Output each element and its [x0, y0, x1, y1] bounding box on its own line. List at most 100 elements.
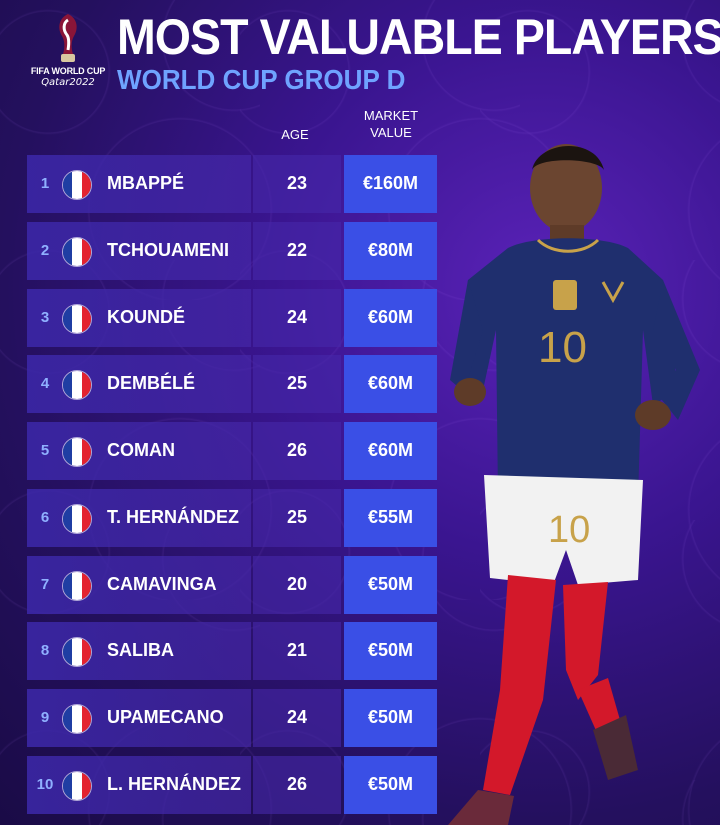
age-cell: 25: [253, 355, 341, 413]
age-cell: 24: [253, 289, 341, 347]
name-cell: 3 KOUNDÉ: [27, 289, 251, 347]
market-value-cell: €60M: [344, 355, 437, 413]
player-name: UPAMECANO: [107, 707, 224, 727]
table-row: 1 MBAPPÉ 23 €160M: [27, 155, 437, 213]
player-name: MBAPPÉ: [107, 173, 185, 193]
france-flag-icon: [62, 504, 92, 534]
table-row: 5 COMAN 26 €60M: [27, 422, 437, 480]
age-cell: 26: [253, 422, 341, 480]
name-cell: 1 MBAPPÉ: [27, 155, 251, 213]
rank-number: 5: [40, 442, 50, 459]
player-market-value: €50M: [367, 707, 414, 727]
table-row: 7 CAMAVINGA 20 €50M: [27, 556, 437, 614]
fifa-world-cup-logo: FIFA WORLD CUP Qatar2022: [28, 12, 108, 88]
rank-number: 8: [40, 642, 50, 659]
column-header-market-value: MARKET VALUE: [345, 107, 437, 141]
name-cell: 7 CAMAVINGA: [27, 556, 251, 614]
market-value-cell: €50M: [344, 556, 437, 614]
logo-text-fifa: FIFA WORLD CUP: [30, 66, 106, 76]
rank-number: 9: [40, 709, 50, 726]
name-cell: 5 COMAN: [27, 422, 251, 480]
rank-number: 7: [40, 576, 50, 593]
svg-text:10: 10: [548, 509, 590, 551]
market-value-cell: €50M: [344, 622, 437, 680]
france-flag-icon: [62, 170, 92, 200]
player-name: SALIBA: [107, 640, 174, 660]
rank-number: 6: [40, 509, 50, 526]
player-name: COMAN: [107, 440, 175, 460]
player-age: 23: [286, 173, 308, 193]
market-value-cell: €80M: [344, 222, 437, 280]
table-row: 3 KOUNDÉ 24 €60M: [27, 289, 437, 347]
svg-text:10: 10: [538, 323, 587, 372]
name-cell: 6 T. HERNÁNDEZ: [27, 489, 251, 547]
player-age: 25: [286, 373, 308, 393]
player-age: 20: [286, 574, 308, 594]
name-cell: 2 TCHOUAMENI: [27, 222, 251, 280]
france-flag-icon: [62, 370, 92, 400]
age-cell: 21: [253, 622, 341, 680]
table-row: 4 DEMBÉLÉ 25 €60M: [27, 355, 437, 413]
player-market-value: €60M: [367, 440, 414, 460]
market-value-cell: €160M: [344, 155, 437, 213]
player-name: TCHOUAMENI: [107, 240, 229, 260]
name-cell: 9 UPAMECANO: [27, 689, 251, 747]
column-header-age: AGE: [281, 127, 309, 142]
player-photo: 10 10: [448, 144, 700, 825]
age-cell: 20: [253, 556, 341, 614]
table-row: 8 SALIBA 21 €50M: [27, 622, 437, 680]
market-value-cell: €60M: [344, 289, 437, 347]
france-flag-icon: [62, 571, 92, 601]
market-value-cell: €50M: [344, 689, 437, 747]
age-cell: 26: [253, 756, 341, 814]
player-name: T. HERNÁNDEZ: [107, 507, 240, 527]
rank-number: 1: [40, 175, 50, 192]
column-header-market-line2: VALUE: [370, 125, 412, 140]
player-market-value: €60M: [367, 373, 414, 393]
market-value-cell: €50M: [344, 756, 437, 814]
player-name: KOUNDÉ: [107, 307, 186, 327]
player-age: 21: [286, 640, 308, 660]
player-market-value: €80M: [367, 240, 414, 260]
player-age: 22: [286, 240, 308, 260]
column-header-market-line1: MARKET: [363, 108, 419, 123]
player-market-value: €160M: [362, 173, 419, 193]
player-market-value: €50M: [367, 774, 414, 794]
france-flag-icon: [62, 637, 92, 667]
player-age: 24: [286, 707, 308, 727]
table-row: 10 L. HERNÁNDEZ 26 €50M: [27, 756, 437, 814]
player-market-value: €50M: [367, 574, 414, 594]
player-market-value: €60M: [367, 307, 414, 327]
name-cell: 8 SALIBA: [27, 622, 251, 680]
france-flag-icon: [62, 304, 92, 334]
page-title: MOST VALUABLE PLAYERS: [117, 9, 720, 65]
player-age: 26: [286, 440, 308, 460]
age-cell: 23: [253, 155, 341, 213]
france-flag-icon: [62, 237, 92, 267]
player-name: DEMBÉLÉ: [107, 373, 196, 393]
market-value-cell: €60M: [344, 422, 437, 480]
rank-number: 4: [40, 375, 50, 392]
world-cup-trophy-icon: [59, 14, 77, 62]
page-subtitle: WORLD CUP GROUP D: [117, 64, 406, 95]
rank-number: 3: [40, 309, 50, 326]
rank-number: 2: [40, 242, 50, 259]
market-value-cell: €55M: [344, 489, 437, 547]
rank-number: 10: [36, 776, 54, 793]
player-age: 26: [286, 774, 308, 794]
name-cell: 4 DEMBÉLÉ: [27, 355, 251, 413]
player-name: L. HERNÁNDEZ: [107, 774, 241, 794]
age-cell: 22: [253, 222, 341, 280]
name-cell: 10 L. HERNÁNDEZ: [27, 756, 251, 814]
table-row: 2 TCHOUAMENI 22 €80M: [27, 222, 437, 280]
logo-text-qatar: Qatar2022: [41, 77, 95, 88]
player-name: CAMAVINGA: [107, 574, 217, 594]
player-age: 24: [286, 307, 308, 327]
age-cell: 24: [253, 689, 341, 747]
france-flag-icon: [62, 704, 92, 734]
player-market-value: €50M: [367, 640, 414, 660]
france-flag-icon: [62, 771, 92, 801]
table-row: 6 T. HERNÁNDEZ 25 €55M: [27, 489, 437, 547]
table-row: 9 UPAMECANO 24 €50M: [27, 689, 437, 747]
player-age: 25: [286, 507, 308, 527]
